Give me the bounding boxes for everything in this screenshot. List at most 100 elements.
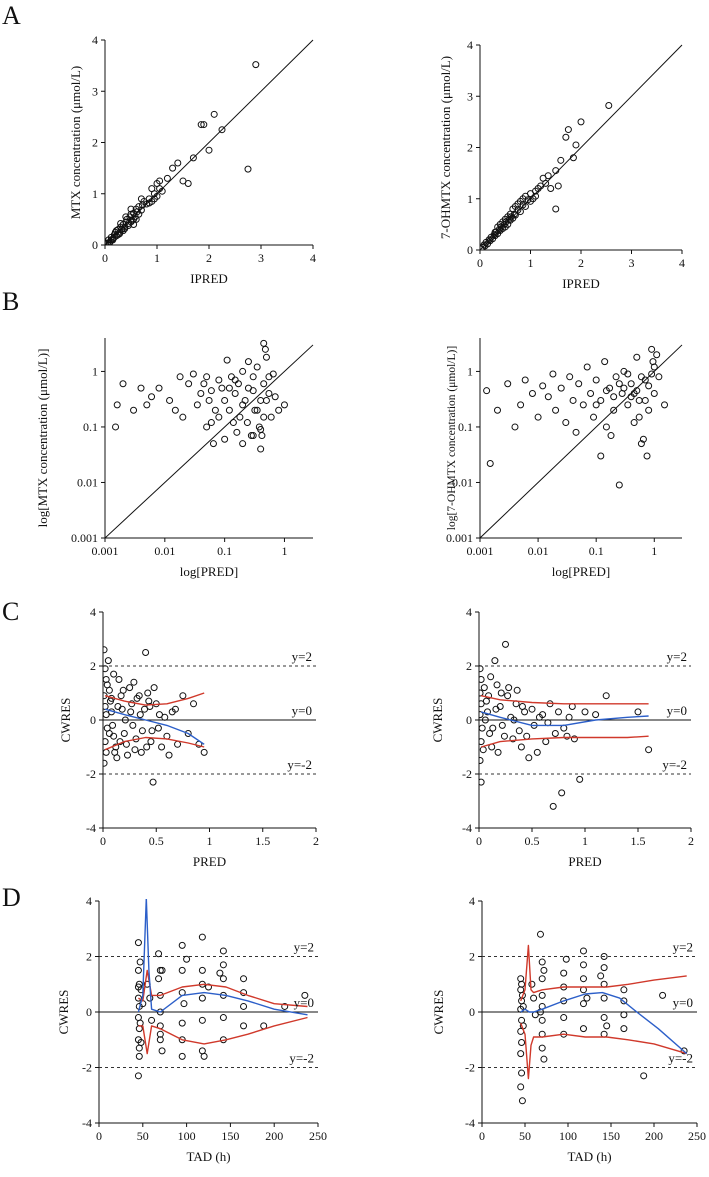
data-point [260, 380, 268, 388]
y-tick-label: 1 [92, 187, 98, 201]
data-point [137, 384, 145, 392]
data-point [257, 445, 265, 453]
data-point [136, 711, 144, 719]
data-point [624, 401, 632, 409]
data-point [262, 396, 270, 404]
data-point [517, 743, 525, 751]
data-point [119, 380, 127, 388]
data-point [216, 969, 224, 977]
series-line-blue-smooth [480, 711, 649, 727]
panel-letter-a: A [2, 1, 21, 30]
y-tick-label: 4 [467, 38, 473, 52]
data-point [252, 61, 260, 69]
data-point [215, 376, 223, 384]
data-point [552, 406, 560, 414]
data-point [557, 156, 565, 164]
data-point [138, 727, 146, 735]
data-point [107, 236, 115, 244]
data-point [136, 1019, 144, 1027]
data-point [193, 401, 201, 409]
data-point [620, 997, 628, 1005]
data-point [592, 401, 600, 409]
data-point [489, 724, 497, 732]
data-point [179, 413, 187, 421]
data-point [479, 676, 485, 683]
series-line-red-upper [138, 969, 308, 1008]
x-axis-title: IPRED [190, 271, 228, 286]
series-line-blue-smooth [137, 899, 308, 1016]
data-point [521, 376, 529, 384]
y-tick-label: 0 [86, 1005, 92, 1019]
ref-line-label: y=0 [667, 703, 687, 718]
data-point [134, 1072, 142, 1080]
y-tick-label: 0.001 [71, 531, 98, 545]
data-point [479, 746, 487, 754]
data-point [174, 159, 182, 167]
data-point [145, 199, 153, 207]
data-point [143, 743, 151, 751]
data-point [156, 1030, 164, 1038]
ref-line-label: y=0 [673, 995, 693, 1010]
x-tick-label: 150 [221, 1129, 239, 1143]
data-point [592, 376, 600, 384]
data-point [536, 1008, 544, 1016]
x-tick-label: 50 [137, 1129, 149, 1143]
data-point [147, 738, 155, 746]
data-point [565, 713, 573, 721]
x-tick-label: 0 [479, 1129, 485, 1143]
x-tick-label: 0.001 [467, 544, 494, 558]
ref-line-label: y=2 [294, 940, 314, 955]
x-tick-label: 200 [645, 1129, 663, 1143]
data-point [562, 955, 570, 963]
data-point [538, 1016, 546, 1024]
data-point [509, 735, 517, 743]
data-point [103, 759, 108, 767]
data-point [560, 969, 568, 977]
data-point [627, 380, 635, 388]
series-line-red-lower [480, 735, 649, 748]
y-tick-label: -2 [465, 1061, 475, 1075]
data-point [169, 164, 177, 172]
data-point [633, 353, 641, 361]
data-point [271, 393, 279, 401]
y-tick-label: 2 [469, 950, 475, 964]
data-point [166, 396, 174, 404]
y-tick-label: -2 [82, 1061, 92, 1075]
data-point [148, 393, 156, 401]
data-point [519, 1002, 527, 1010]
data-point [240, 1002, 248, 1010]
data-point [127, 708, 135, 716]
data-point [540, 1055, 548, 1063]
x-tick-label: 1.5 [255, 834, 270, 848]
data-point [197, 121, 205, 129]
data-point [265, 390, 273, 398]
data-point [137, 1039, 145, 1047]
data-point [280, 401, 288, 409]
data-point [225, 406, 233, 414]
y-tick-label: 0.1 [458, 420, 473, 434]
data-point [579, 401, 587, 409]
data-point [602, 692, 610, 700]
y-tick-label: -2 [462, 767, 472, 781]
data-point [487, 673, 495, 681]
data-point [221, 396, 229, 404]
y-tick-label: 0 [92, 238, 98, 252]
data-point [534, 413, 542, 421]
data-point [223, 356, 231, 364]
data-point [103, 646, 108, 654]
data-point [570, 735, 578, 743]
data-point [219, 947, 227, 955]
data-point [154, 724, 162, 732]
data-point [109, 721, 117, 729]
chart-c-right: 0 0.5 1 1.5 2 -4 -2 0 2 4 PRED CWRES y=2 y=0 y=-2 [430, 605, 694, 869]
data-point [579, 1000, 587, 1008]
data-point [145, 697, 153, 705]
data-point [301, 991, 309, 999]
data-point [480, 684, 488, 692]
plot-area [479, 640, 691, 810]
data-point [112, 227, 120, 235]
data-point [645, 382, 653, 390]
data-point [155, 950, 163, 958]
data-point [134, 966, 142, 974]
panel-letter-d: D [2, 883, 21, 912]
